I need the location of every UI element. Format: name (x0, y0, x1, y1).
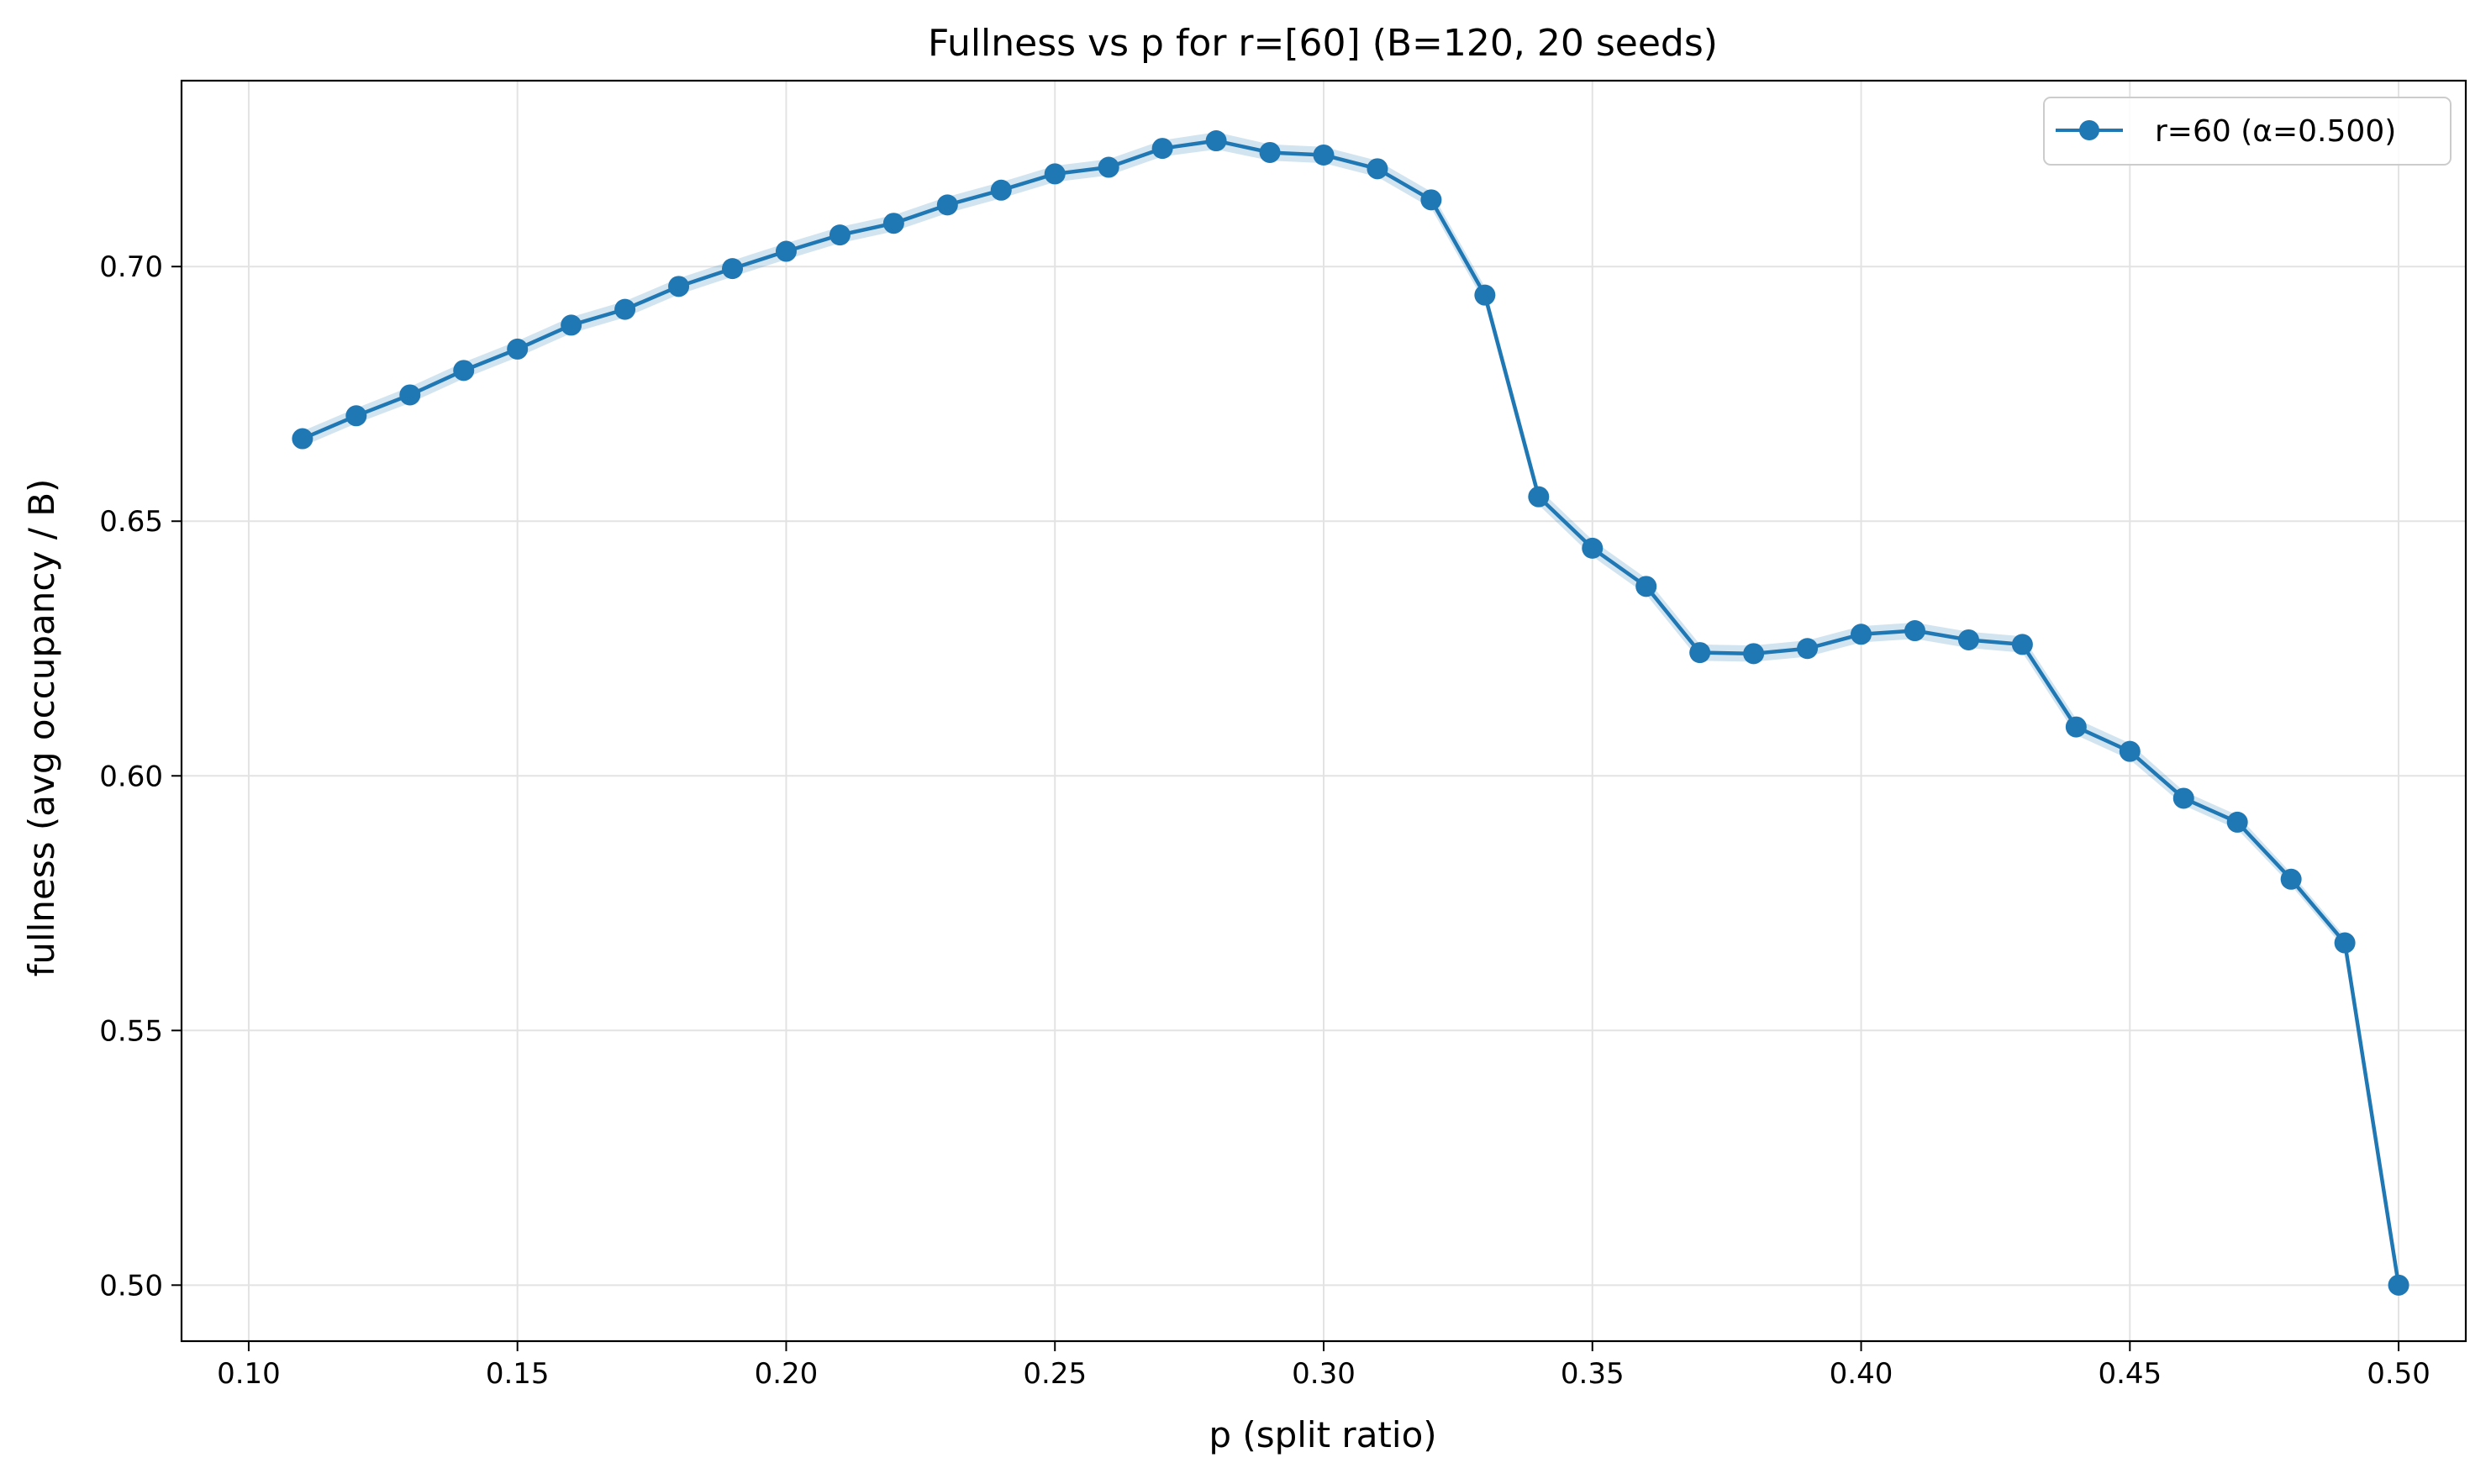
data-point (1098, 156, 1119, 178)
x-tick-label: 0.35 (1561, 1357, 1625, 1391)
data-point (507, 338, 529, 360)
x-tick-label: 0.20 (755, 1357, 819, 1391)
data-point (1904, 620, 1925, 642)
y-tick-label: 0.65 (99, 505, 163, 539)
legend-box (2043, 97, 2452, 166)
data-markers (292, 130, 2409, 1296)
y-tick-label: 0.50 (99, 1269, 163, 1302)
data-point (1689, 642, 1711, 664)
data-point (1528, 486, 1550, 508)
data-point (1474, 284, 1496, 306)
data-point (614, 298, 636, 320)
data-point (1151, 138, 1173, 160)
data-point (292, 428, 313, 450)
x-tick-label: 0.50 (2367, 1357, 2430, 1391)
data-point (561, 314, 582, 336)
data-point (2065, 716, 2087, 738)
data-point (2119, 740, 2141, 762)
y-tick-label: 0.60 (99, 760, 163, 793)
data-point (1044, 163, 1066, 185)
y-axis-label: fullness (avg occupancy / B) (21, 479, 62, 977)
data-point (775, 240, 797, 262)
grid-lines (182, 81, 2466, 1341)
legend-marker-sample (2079, 120, 2099, 140)
data-point (882, 213, 904, 234)
legend: r=60 (α=0.500) (2043, 97, 2452, 166)
data-point (1420, 189, 1442, 211)
data-point (2172, 787, 2194, 809)
y-tick-label: 0.55 (99, 1014, 163, 1048)
legend-label: r=60 (α=0.500) (2155, 114, 2396, 149)
x-axis-label: p (split ratio) (1209, 1414, 1436, 1455)
x-tick-label: 0.25 (1023, 1357, 1087, 1391)
data-point (1743, 643, 1765, 665)
data-point (1367, 158, 1388, 180)
data-point (1313, 144, 1335, 166)
data-point (1797, 638, 1819, 660)
x-axis-ticks: 0.10 0.15 0.20 0.25 0.30 0.35 0.40 0.45 0.50 (217, 1341, 2430, 1391)
data-point (936, 194, 958, 216)
y-tick-label: 0.70 (99, 250, 163, 284)
data-point (668, 276, 690, 297)
data-point (399, 384, 421, 406)
data-point (2226, 811, 2248, 833)
data-point (1957, 629, 1979, 650)
y-axis-ticks: 0.50 0.55 0.60 0.65 0.70 (99, 250, 182, 1302)
data-point (1635, 576, 1657, 597)
data-point (2388, 1274, 2409, 1296)
x-tick-label: 0.15 (486, 1357, 550, 1391)
data-point (345, 405, 367, 427)
data-point (1851, 624, 1872, 645)
data-point (2334, 932, 2356, 954)
data-point (2011, 634, 2033, 655)
x-tick-label: 0.30 (1292, 1357, 1356, 1391)
data-point (1582, 537, 1604, 559)
data-point (2280, 868, 2302, 890)
data-point (722, 258, 744, 280)
chart-title: Fullness vs p for r=[60] (B=120, 20 seed… (928, 22, 1718, 65)
data-point (1205, 130, 1227, 152)
x-tick-label: 0.40 (1830, 1357, 1893, 1391)
data-point (1259, 141, 1281, 163)
data-point (829, 224, 851, 246)
x-tick-label: 0.10 (217, 1357, 281, 1391)
series-lines (302, 139, 2401, 1286)
data-point (453, 360, 475, 382)
x-tick-label: 0.45 (2098, 1357, 2162, 1391)
series-line (302, 139, 2401, 1286)
data-point (990, 179, 1012, 201)
